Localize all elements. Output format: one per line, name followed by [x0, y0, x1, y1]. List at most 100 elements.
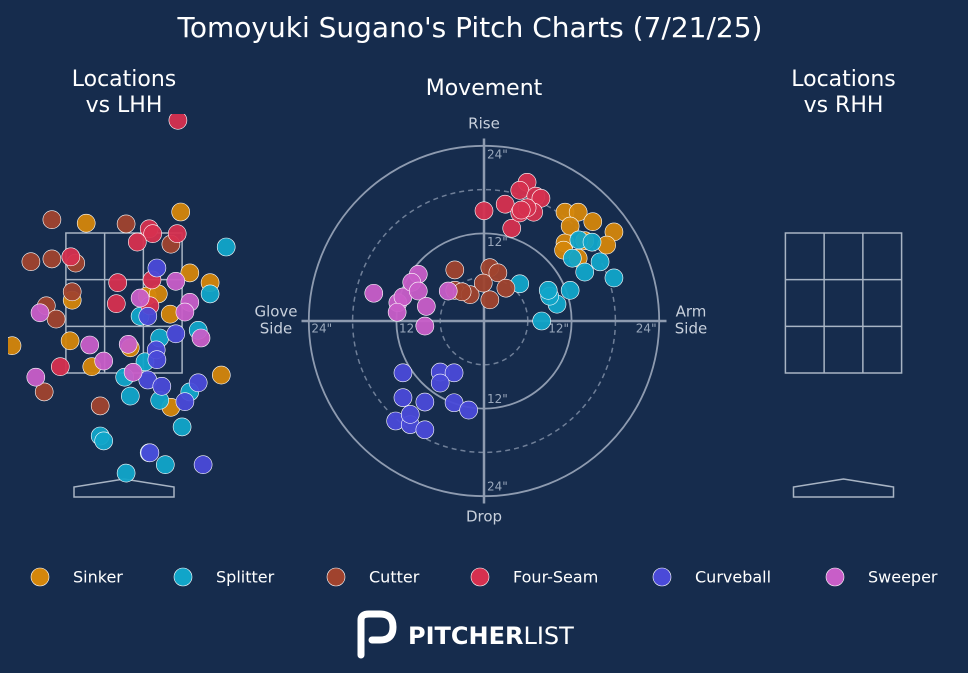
- axis-label: Side: [260, 320, 292, 338]
- pitch-dot: [50, 357, 70, 377]
- pitch-dot: [560, 281, 580, 300]
- pitch-dot: [511, 200, 531, 220]
- legend-item: Cutter: [326, 567, 420, 587]
- pitch-dot: [502, 218, 522, 238]
- legend-item: Sinker: [30, 567, 123, 587]
- pitch-dot: [568, 202, 588, 222]
- legend-label: Four-Seam: [513, 568, 598, 587]
- pitch-dot: [147, 258, 167, 278]
- pitch-dot: [172, 417, 192, 437]
- pitch-dot: [400, 405, 420, 424]
- pitch-dot: [590, 252, 610, 272]
- pitch-dot: [130, 288, 150, 308]
- pitch-dot: [216, 237, 236, 257]
- pitch-dot: [175, 302, 195, 322]
- ring-label: 12": [487, 392, 508, 406]
- ring-label: 24": [311, 322, 332, 336]
- legend-swatch: [470, 567, 490, 587]
- pitch-dot: [575, 262, 595, 282]
- pitch-dot: [180, 263, 200, 283]
- legend-label: Sinker: [73, 568, 123, 587]
- pitch-dot: [200, 284, 220, 304]
- pitch-dot: [108, 273, 127, 293]
- pitch-dot: [417, 297, 436, 316]
- pitch-dot: [116, 214, 136, 234]
- pitch-dot: [121, 386, 140, 406]
- legend-swatch: [825, 567, 845, 587]
- axis-label: Glove: [254, 303, 297, 321]
- pitch-dot: [140, 443, 160, 463]
- pitch-dot: [171, 202, 190, 222]
- home-plate: [792, 478, 895, 498]
- pitch-dot: [166, 324, 186, 344]
- brand-text: PITCHERLIST: [408, 622, 574, 650]
- legend-item: Sweeper: [825, 567, 938, 587]
- pitch-dot: [488, 263, 508, 283]
- panel-title: Locations: [72, 67, 177, 92]
- pitch-dot: [393, 363, 413, 383]
- brand-light: LIST: [523, 622, 574, 650]
- axis-label: Arm: [676, 303, 707, 321]
- zone-group: [784, 232, 903, 498]
- pitch-dot: [415, 392, 435, 412]
- ring-label: 12": [399, 322, 420, 336]
- pitch-dot: [496, 278, 516, 298]
- legend-swatch: [326, 567, 346, 587]
- chart-title: Tomoyuki Sugano's Pitch Charts (7/21/25): [177, 11, 763, 44]
- legend-swatch: [173, 567, 193, 587]
- pitch-dot: [393, 388, 413, 407]
- pitch-dot: [90, 396, 110, 416]
- pitch-dots: [364, 173, 624, 440]
- legend-label: Splitter: [216, 568, 275, 587]
- legend-item: Curveball: [652, 568, 771, 587]
- pitch-dot: [62, 282, 82, 302]
- pitch-dot: [94, 351, 113, 371]
- legend-swatch: [30, 567, 50, 587]
- pitch-dot: [538, 281, 558, 300]
- axis-label: Rise: [468, 115, 500, 133]
- panel-title: vs RHH: [804, 93, 884, 118]
- pitch-dot: [604, 268, 624, 288]
- pitch-dot: [168, 114, 188, 130]
- pitch-dot: [60, 331, 80, 351]
- pitch-dot: [191, 328, 211, 348]
- pitch-dot: [116, 463, 136, 483]
- ring-label: 12": [487, 235, 508, 249]
- pitch-dot: [583, 212, 603, 232]
- pitch-dot: [212, 365, 231, 385]
- pitch-dot: [532, 311, 551, 331]
- pitch-dot: [364, 283, 384, 303]
- pitch-dot: [166, 271, 186, 291]
- pitch-dot: [76, 213, 96, 233]
- panel-title: Movement: [426, 76, 543, 101]
- pitch-dot: [480, 290, 500, 310]
- pitch-dot: [582, 232, 602, 252]
- pitch-dot: [510, 181, 530, 200]
- brand-bold: PITCHER: [408, 622, 523, 650]
- legend-label: Cutter: [369, 568, 420, 587]
- pitch-dot: [80, 335, 99, 355]
- pitch-dot: [107, 294, 126, 314]
- home-plate: [73, 478, 175, 498]
- pitch-dot: [143, 224, 162, 243]
- pitch-dot: [167, 224, 187, 243]
- pitch-dot: [152, 376, 172, 396]
- pitch-dot: [26, 367, 46, 387]
- ring-label: 12": [548, 322, 569, 336]
- pitch-dot: [415, 420, 435, 440]
- pitch-dot: [408, 281, 428, 301]
- pitch-dot: [444, 363, 464, 383]
- pitch-dot: [123, 362, 143, 382]
- pitch-dot: [138, 306, 158, 326]
- pitch-dot: [459, 400, 478, 420]
- pitch-dot: [42, 249, 62, 269]
- brand-logo: PITCHERLIST: [357, 610, 574, 659]
- axis-label: Drop: [466, 508, 502, 526]
- strike-zone: [784, 232, 903, 374]
- legend-item: Splitter: [173, 567, 275, 587]
- panel-title: Locations: [791, 67, 896, 92]
- pitch-dot: [30, 303, 50, 323]
- pitch-dot: [473, 273, 493, 293]
- pitch-dot: [94, 431, 113, 451]
